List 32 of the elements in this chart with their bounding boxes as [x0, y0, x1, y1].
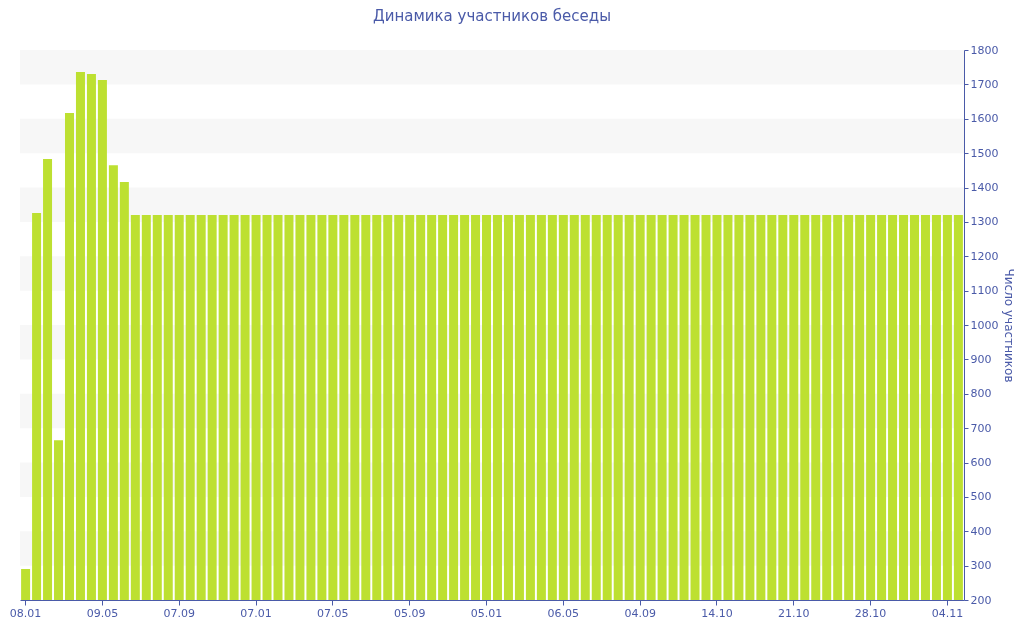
y-tick-label: 200: [970, 593, 992, 607]
y-tick-label: 1100: [970, 284, 999, 298]
y-tick-label: 900: [970, 352, 992, 366]
y-tick-label: 600: [970, 456, 992, 469]
x-tick-label: 05.09: [393, 606, 426, 620]
y-tick-label: 700: [970, 421, 992, 435]
x-tick-label: 09.05: [86, 606, 119, 620]
y-tick-label: 500: [970, 490, 992, 504]
chart-title: Динамика участников беседы: [372, 7, 612, 25]
x-tick-label: 07.05: [317, 606, 349, 620]
y-tick-label: 1700: [970, 77, 999, 91]
x-tick-label: 05.01: [470, 606, 503, 620]
y-axis-title: Число участников: [1002, 268, 1017, 383]
y-tick-label: 1200: [970, 249, 999, 263]
y-tick-label: 1600: [970, 112, 999, 126]
x-tick-label: 08.01: [9, 606, 42, 620]
y-tick-label: 1400: [970, 181, 999, 194]
y-tick-label: 800: [970, 387, 992, 401]
y-tick-label: 1000: [970, 318, 999, 332]
x-tick-label: 28.10: [854, 606, 887, 620]
x-tick-label: 04.11: [931, 606, 964, 620]
y-tick-label: 400: [970, 524, 992, 538]
x-tick-label: 21.10: [778, 606, 810, 620]
x-tick-label: 07.01: [240, 606, 272, 620]
y-tick-label: 1500: [970, 146, 999, 160]
x-tick-label: 06.05: [547, 606, 580, 620]
y-tick-label: 300: [970, 559, 992, 573]
x-tick-label: 04.09: [624, 606, 656, 620]
x-tick-label: 07.09: [163, 606, 195, 620]
y-tick-label: 1300: [970, 215, 999, 229]
x-tick-label: 14.10: [701, 606, 733, 620]
y-tick-label: 1800: [970, 43, 999, 57]
